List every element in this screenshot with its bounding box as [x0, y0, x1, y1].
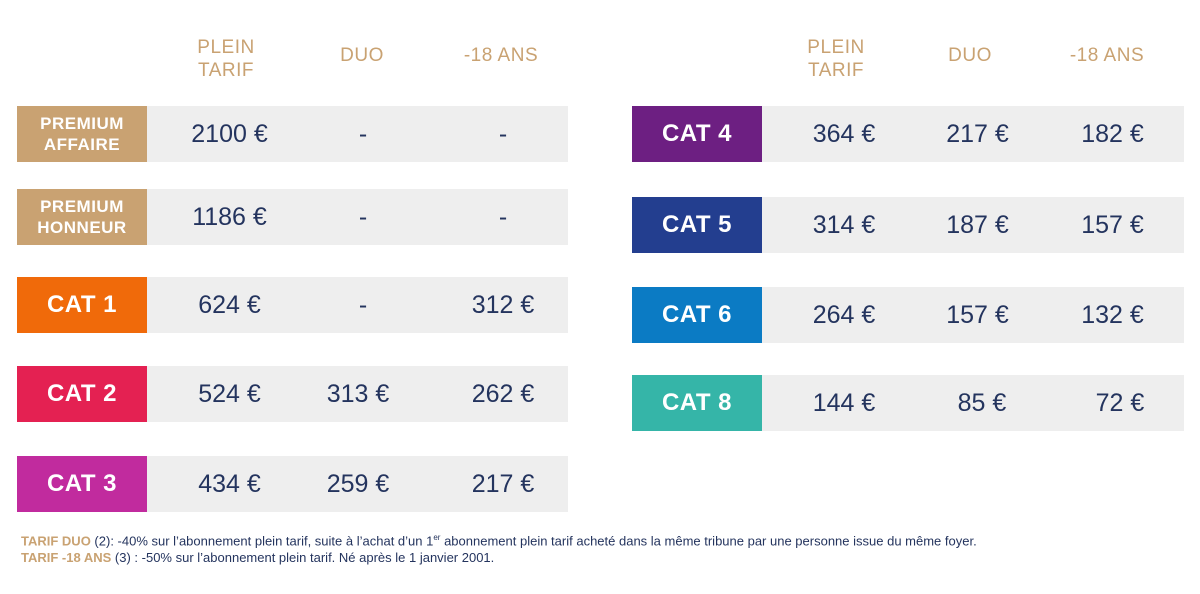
price-row-cat-6: CAT 6 264 € 157 € 132 € — [632, 287, 1184, 343]
price-row-cat-3: CAT 3 434 € 259 € 217 € — [17, 456, 568, 512]
row-background — [147, 189, 568, 245]
price-moins-18-ans: 132 € — [1081, 300, 1144, 329]
category-label: PREMIUM AFFAIRE — [17, 106, 147, 162]
footnote-moins-18-key: TARIF -18 ANS — [21, 550, 112, 566]
price-row-cat-8: CAT 8 144 € 85 € 72 € — [632, 375, 1184, 431]
price-plein-tarif: 314 € — [812, 210, 876, 239]
category-label: CAT 8 — [632, 375, 762, 431]
price-plein-tarif: 144 € — [812, 388, 876, 417]
price-moins-18-ans: - — [498, 119, 508, 148]
footnote-moins-18: TARIF -18 ANS (3) : -50% sur l’abonnemen… — [21, 549, 977, 566]
price-row-premium-honneur: PREMIUM HONNEUR 1186 € - - — [17, 189, 568, 245]
row-background — [762, 106, 1184, 162]
price-row-cat-2: CAT 2 524 € 313 € 262 € — [17, 366, 568, 422]
category-label: CAT 2 — [17, 366, 147, 422]
header-moins-18-ans-label: -18 ANS — [463, 45, 539, 66]
price-duo: - — [358, 202, 368, 231]
header-moins-18-ans: -18 ANS — [1052, 44, 1162, 67]
price-plein-tarif: 1186 € — [192, 202, 267, 231]
footnote-duo: TARIF DUO (2): -40% sur l’abonnement ple… — [21, 529, 977, 549]
price-moins-18-ans: 262 € — [471, 379, 535, 408]
category-label: CAT 3 — [17, 456, 147, 512]
price-duo: 313 € — [326, 379, 390, 408]
row-background — [762, 197, 1184, 253]
price-moins-18-ans: 217 € — [471, 469, 535, 498]
price-plein-tarif: 364 € — [812, 119, 876, 148]
price-row-premium-affaire: PREMIUM AFFAIRE 2100 € - - — [17, 106, 568, 162]
header-plein-tarif: PLEIN TARIF — [180, 36, 272, 82]
footnotes: TARIF DUO (2): -40% sur l’abonnement ple… — [21, 529, 977, 566]
header-moins-18-ans-label: -18 ANS — [1069, 45, 1145, 66]
footnote-duo-text-a: (2): -40% sur l’abonnement plein tarif, … — [90, 533, 434, 549]
price-duo: - — [358, 290, 368, 319]
price-moins-18-ans: 72 € — [1095, 388, 1145, 417]
header-plein-tarif-label: PLEIN TARIF — [807, 37, 865, 81]
price-moins-18-ans: - — [498, 202, 508, 231]
price-row-cat-4: CAT 4 364 € 217 € 182 € — [632, 106, 1184, 162]
price-plein-tarif: 2100 € — [191, 119, 268, 148]
row-background — [147, 277, 568, 333]
price-plein-tarif: 434 € — [198, 469, 261, 498]
category-label: CAT 4 — [632, 106, 762, 162]
category-label: CAT 1 — [17, 277, 147, 333]
price-plein-tarif: 624 € — [198, 290, 261, 319]
category-label: CAT 5 — [632, 197, 762, 253]
header-duo: DUO — [322, 44, 402, 67]
row-background — [147, 106, 568, 162]
row-background — [762, 287, 1184, 343]
footnote-duo-sup: er — [433, 533, 441, 542]
footnote-duo-key: TARIF DUO — [21, 533, 91, 549]
row-background — [147, 366, 568, 422]
price-moins-18-ans: 157 € — [1081, 210, 1144, 239]
price-duo: - — [358, 119, 368, 148]
price-plein-tarif: 524 € — [198, 379, 261, 408]
footnote-moins-18-text: (3) : -50% sur l’abonnement plein tarif.… — [111, 550, 495, 566]
row-background — [147, 456, 568, 512]
header-duo: DUO — [930, 44, 1010, 67]
header-moins-18-ans: -18 ANS — [446, 44, 556, 67]
category-label: PREMIUM HONNEUR — [17, 189, 147, 245]
price-moins-18-ans: 312 € — [471, 290, 535, 319]
price-duo: 259 € — [326, 469, 390, 498]
row-background — [762, 375, 1184, 431]
price-duo: 217 € — [946, 119, 1009, 148]
footnote-duo-text-b: abonnement plein tarif acheté dans la mê… — [440, 533, 977, 549]
price-duo: 157 € — [946, 300, 1009, 329]
price-duo: 85 € — [957, 388, 1007, 417]
price-row-cat-1: CAT 1 624 € - 312 € — [17, 277, 568, 333]
header-plein-tarif-label: PLEIN TARIF — [197, 37, 255, 81]
header-duo-label: DUO — [340, 45, 384, 66]
header-plein-tarif: PLEIN TARIF — [790, 36, 882, 82]
category-label: CAT 6 — [632, 287, 762, 343]
price-moins-18-ans: 182 € — [1081, 119, 1144, 148]
price-plein-tarif: 264 € — [812, 300, 876, 329]
price-duo: 187 € — [946, 210, 1009, 239]
header-duo-label: DUO — [948, 45, 992, 66]
price-row-cat-5: CAT 5 314 € 187 € 157 € — [632, 197, 1184, 253]
